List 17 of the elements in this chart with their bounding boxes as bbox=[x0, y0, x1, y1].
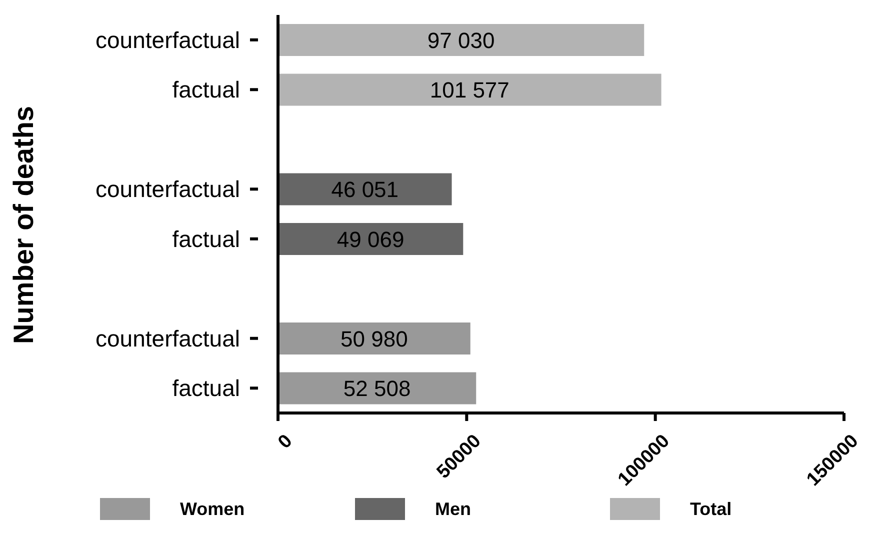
data-label: 46 051 bbox=[331, 177, 399, 202]
legend-label: Men bbox=[435, 498, 471, 520]
legend-label: Total bbox=[690, 498, 732, 520]
y-tick-label: factual bbox=[172, 375, 240, 402]
data-label: 50 980 bbox=[340, 326, 408, 352]
y-tick-label: counterfactual bbox=[96, 26, 240, 53]
x-tick-label: 0 bbox=[274, 430, 297, 454]
y-tick-label: factual bbox=[172, 226, 240, 252]
y-tick-label: factual bbox=[172, 76, 240, 103]
y-axis-title: Number of deaths bbox=[8, 106, 39, 344]
data-label: 49 069 bbox=[336, 226, 404, 252]
legend-label: Women bbox=[180, 498, 245, 520]
data-label: 97 030 bbox=[427, 28, 495, 53]
y-tick-label: counterfactual bbox=[96, 176, 240, 202]
y-tick-label: counterfactual bbox=[96, 325, 240, 352]
data-label: 101 577 bbox=[430, 78, 510, 103]
data-label: 52 508 bbox=[343, 376, 411, 402]
